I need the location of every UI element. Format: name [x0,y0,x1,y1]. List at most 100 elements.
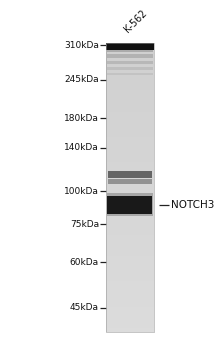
Bar [106,47,154,50]
Bar [106,300,154,303]
Bar [106,314,154,317]
Bar [106,289,154,292]
Bar [106,188,154,191]
Bar [106,303,154,307]
Bar [106,213,154,217]
Bar [106,307,154,310]
Bar [106,285,154,289]
Bar [106,54,154,58]
Bar [106,94,154,97]
Bar [106,133,154,137]
Bar [106,260,154,264]
Bar [107,196,152,214]
Bar [106,238,154,242]
Bar [106,198,154,202]
Text: 245kDa: 245kDa [64,75,99,84]
Bar [108,179,152,184]
Bar [106,202,154,206]
Bar [106,310,154,314]
Bar [106,253,154,256]
Text: 310kDa: 310kDa [64,41,99,50]
Bar [106,119,154,123]
Bar [106,43,154,47]
Bar [106,137,154,141]
Bar [106,245,154,249]
Bar [106,144,154,148]
Bar [106,325,154,328]
Bar [106,321,154,325]
Bar [106,155,154,159]
Bar [106,58,154,61]
Bar [106,90,154,94]
Bar [106,267,154,271]
Bar [106,112,154,116]
Bar [106,72,154,76]
Text: 140kDa: 140kDa [64,143,99,152]
Bar [106,256,154,260]
Bar [106,166,154,170]
Text: 75kDa: 75kDa [70,220,99,229]
Text: 100kDa: 100kDa [64,187,99,196]
Bar [106,296,154,300]
Bar [106,65,154,69]
Bar [106,292,154,296]
Bar [107,67,153,70]
Bar [106,108,154,112]
Bar [106,278,154,281]
Bar [106,61,154,65]
Text: NOTCH3: NOTCH3 [171,199,214,210]
Bar [107,55,153,58]
Bar [106,148,154,152]
Bar [106,86,154,90]
Bar [106,123,154,126]
Bar [106,271,154,274]
Bar [106,97,154,101]
Bar [106,152,154,155]
Bar [106,317,154,321]
Bar [106,249,154,253]
Bar [106,162,154,166]
Bar [107,48,153,52]
Bar [106,234,154,238]
Bar [106,191,154,195]
Bar [106,69,154,72]
Bar [106,43,154,50]
Bar [106,274,154,278]
Bar [106,76,154,79]
Bar [106,231,154,234]
Bar [106,50,154,54]
Bar [106,177,154,180]
Bar [106,130,154,133]
Bar [106,264,154,267]
Bar [106,170,154,173]
Bar [106,101,154,105]
Text: K-562: K-562 [123,8,149,35]
Bar [106,220,154,224]
Bar [106,328,154,332]
Bar [106,227,154,231]
Bar [108,171,152,178]
Bar [106,105,154,108]
Bar [106,209,154,213]
Bar [106,242,154,245]
Bar [107,72,153,75]
Bar [106,83,154,86]
Bar [106,173,154,177]
Bar [106,116,154,119]
Bar [107,193,153,217]
Text: 45kDa: 45kDa [70,303,99,312]
Bar [106,206,154,209]
Bar [106,184,154,188]
Bar [106,43,154,332]
Bar [106,217,154,220]
Bar [106,79,154,83]
Text: 60kDa: 60kDa [70,258,99,267]
Bar [106,159,154,162]
Text: 180kDa: 180kDa [64,114,99,122]
Bar [107,61,153,64]
Bar [106,141,154,144]
Bar [106,224,154,227]
Bar [106,195,154,198]
Bar [106,281,154,285]
Bar [106,180,154,184]
